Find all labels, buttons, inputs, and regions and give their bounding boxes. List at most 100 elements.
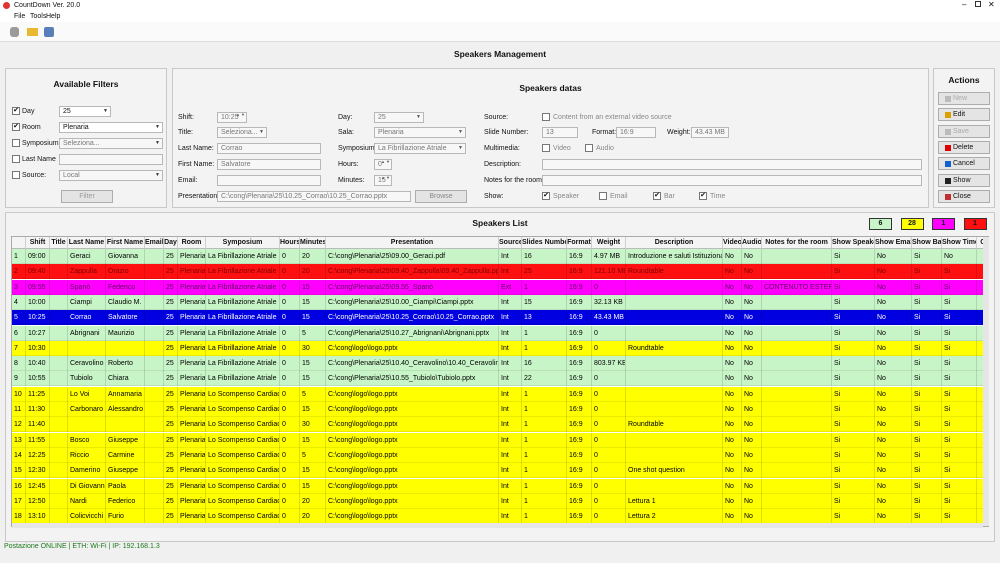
column-header[interactable]: Notes for the room — [762, 237, 832, 249]
dropdown[interactable]: Local ▼ — [59, 170, 163, 181]
dropdown[interactable]: Plenaria ▼ — [374, 127, 466, 138]
column-header[interactable]: Hours — [280, 237, 300, 249]
table-row[interactable]: 6 10:27 Abrignani Maurizio 25 Plenaria La Fibr… — [12, 325, 988, 341]
scrollbar[interactable] — [983, 237, 989, 526]
dropdown[interactable]: Seleziona... ▼ — [59, 138, 163, 149]
column-header[interactable]: Shift — [26, 237, 50, 249]
action-button[interactable]: Save — [938, 124, 990, 138]
toolbar-icon[interactable] — [44, 27, 54, 37]
column-header[interactable]: Description — [626, 237, 723, 249]
spinner[interactable]: 15 ▲ ▼ — [374, 175, 392, 186]
spinner[interactable]: 10:25 ▲ ▼ — [217, 112, 247, 123]
dropdown[interactable]: 25 ▼ — [59, 106, 111, 117]
dropdown[interactable]: La Fibrillazione Atriale ▼ — [374, 143, 466, 154]
column-header[interactable]: Title — [50, 237, 68, 249]
table-row[interactable]: 12 11:40 25 Plenaria Lo Scompenso Cardiaco 0 3… — [12, 417, 988, 433]
checkbox[interactable] — [12, 171, 20, 179]
table-row[interactable]: 11 11:30 Carbonaro Alessandro 25 Plenaria Lo S… — [12, 402, 988, 417]
action-button[interactable]: Delete — [938, 140, 990, 154]
table-row[interactable]: 4 10:00 Ciampi Claudio M. 25 Plenaria La Fibri… — [12, 294, 988, 310]
table-cell: Riccio — [68, 447, 106, 463]
text-input[interactable] — [542, 159, 922, 170]
dropdown[interactable]: 25 ▼ — [374, 112, 424, 123]
checkbox[interactable] — [12, 155, 20, 163]
column-header[interactable]: Show Time — [942, 237, 977, 249]
checkbox[interactable]: ✔ — [542, 192, 550, 200]
table-cell: Si — [832, 386, 875, 402]
text-input[interactable]: 13 — [542, 127, 578, 138]
action-button[interactable]: Close — [938, 189, 990, 203]
column-header[interactable]: Symposium — [206, 237, 280, 249]
checkbox[interactable]: ✔ — [653, 192, 661, 200]
toolbar-icon[interactable] — [10, 27, 19, 37]
table-row[interactable]: 15 12:30 Damerino Giuseppe 25 Plenaria Lo Scom… — [12, 463, 988, 479]
table-row[interactable]: 3 09:55 Spanò Federico 25 Plenaria La Fibrilla… — [12, 279, 988, 295]
column-header[interactable]: Format — [567, 237, 592, 249]
text-input[interactable]: 43.43 MB — [691, 127, 729, 138]
column-header[interactable]: Room — [178, 237, 206, 249]
column-header[interactable]: Show Speaker — [832, 237, 875, 249]
dropdown[interactable]: Seleziona... ▼ — [217, 127, 267, 138]
checkbox[interactable] — [542, 144, 550, 152]
column-header[interactable]: Video — [723, 237, 742, 249]
browse-button[interactable]: Browse — [415, 190, 467, 203]
column-header[interactable]: Show Email — [875, 237, 912, 249]
checkbox[interactable] — [12, 139, 20, 147]
column-header[interactable]: Weight — [592, 237, 626, 249]
title-bar: CountDown Ver. 20.0 – ✕ — [0, 0, 1000, 12]
dropdown[interactable]: Plenaria ▼ — [59, 122, 163, 133]
text-input[interactable] — [59, 154, 163, 165]
menu-item[interactable]: Tools — [30, 13, 47, 20]
column-header[interactable]: Presentation — [326, 237, 499, 249]
column-header[interactable]: Audio — [742, 237, 762, 249]
table-row[interactable]: 7 10:30 25 Plenaria La Fibrillazione Atriale… — [12, 340, 988, 356]
menu-item[interactable]: Help — [46, 13, 61, 20]
table-row[interactable]: 1 09:00 Geraci Giovanna 25 Plenaria La Fibrill… — [12, 249, 988, 264]
checkbox[interactable] — [599, 192, 607, 200]
column-header[interactable]: First Name — [106, 237, 145, 249]
table-row[interactable]: 16 12:45 Di Giovanni Paola 25 Plenaria Lo Scom… — [12, 478, 988, 494]
checkbox[interactable] — [585, 144, 593, 152]
text-input[interactable] — [542, 175, 922, 186]
column-header[interactable]: Last Name — [68, 237, 106, 249]
table-row[interactable]: 2 09:40 Zappulla Orazio 25 Plenaria La Fibrill… — [12, 264, 988, 280]
text-input[interactable]: Salvatore — [217, 159, 321, 170]
table-row[interactable]: 14 12:25 Riccio Carmine 25 Plenaria Lo Scompen… — [12, 447, 988, 463]
checkbox[interactable] — [542, 113, 550, 121]
checkbox[interactable]: ✔ — [12, 123, 20, 131]
column-header[interactable]: Email — [145, 237, 164, 249]
toolbar-icon[interactable] — [27, 28, 38, 36]
minimize-button[interactable]: – — [962, 0, 967, 9]
text-input[interactable]: Corrao — [217, 143, 321, 154]
maximize-button[interactable] — [975, 1, 981, 7]
column-header[interactable]: O — [977, 237, 988, 249]
spinner[interactable]: 0 ▲ ▼ — [374, 159, 392, 170]
column-header[interactable]: Source — [499, 237, 522, 249]
action-button[interactable]: Edit — [938, 108, 990, 122]
menu-item[interactable]: File — [14, 13, 26, 20]
checkbox[interactable]: ✔ — [699, 192, 707, 200]
table-row[interactable]: 18 13:10 Colicvicchi Furio 25 Plenaria Lo Scom… — [12, 509, 988, 525]
table-row[interactable]: 9 10:55 Tubiolo Chiara 25 Plenaria La Fibrilla… — [12, 371, 988, 387]
table-cell: 0 — [280, 417, 300, 433]
table-row[interactable]: 5 10:25 Corrao Salvatore 25 Plenaria La Fibril… — [12, 310, 988, 326]
table-row[interactable]: 17 12:50 Nardi Federico 25 Plenaria Lo Scompen… — [12, 493, 988, 509]
table-row[interactable]: 10 11:25 Lo Voi Annamaria 25 Plenaria Lo Scomp… — [12, 386, 988, 402]
action-button[interactable]: New — [938, 92, 990, 105]
column-header[interactable]: Minutes — [300, 237, 326, 249]
column-header[interactable]: Show Bar — [912, 237, 942, 249]
action-button[interactable]: Show — [938, 173, 990, 187]
text-input[interactable]: 16:9 — [616, 127, 656, 138]
table-row[interactable]: 13 11:55 Bosco Giuseppe 25 Plenaria Lo Scompen… — [12, 432, 988, 448]
text-input[interactable]: C:\cong\Plenaria\25\10.25_Corrao\10.25_C… — [217, 191, 411, 202]
filter-button[interactable]: Filter — [61, 190, 113, 203]
scrollbar[interactable] — [12, 523, 983, 528]
checkbox[interactable]: ✔ — [12, 107, 20, 115]
close-window-button[interactable]: ✕ — [988, 0, 995, 9]
text-input[interactable] — [217, 175, 321, 186]
column-header[interactable] — [12, 237, 26, 249]
column-header[interactable]: Day — [164, 237, 178, 249]
table-row[interactable]: 8 10:40 Ceravolino Roberto 25 Plenaria La Fibr… — [12, 356, 988, 372]
action-button[interactable]: Cancel — [938, 157, 990, 171]
column-header[interactable]: Slides Number — [522, 237, 567, 249]
